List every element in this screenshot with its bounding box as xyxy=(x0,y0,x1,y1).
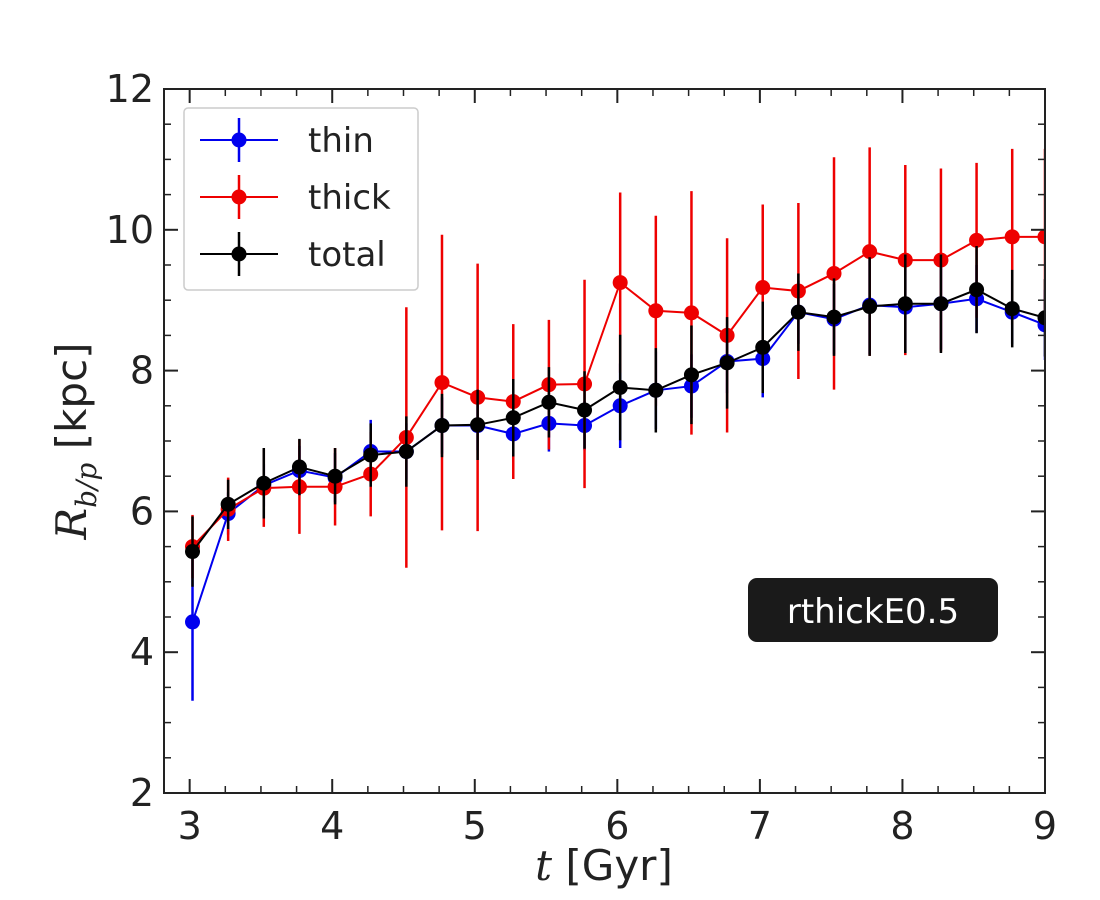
legend-marker xyxy=(231,189,247,205)
legend-box xyxy=(183,107,419,291)
chart-marks xyxy=(185,147,1045,701)
point-thick xyxy=(969,232,985,248)
legend-item-thin: thin xyxy=(200,118,374,162)
y-axis-unit: [kpc] xyxy=(47,342,96,462)
y-tick-label: 6 xyxy=(130,489,154,533)
point-total xyxy=(363,447,379,463)
y-tick-label: 12 xyxy=(106,67,154,111)
point-total xyxy=(933,296,949,312)
point-thick xyxy=(862,244,878,260)
point-total xyxy=(683,367,699,383)
point-total xyxy=(434,418,450,434)
y-axis-label: Rb/p [kpc] xyxy=(47,342,103,540)
point-total xyxy=(185,544,201,560)
line-total xyxy=(191,288,1045,553)
x-tick-label: 8 xyxy=(890,804,914,848)
point-thick xyxy=(1004,229,1020,245)
x-tick-label: 9 xyxy=(1033,804,1057,848)
axis-ticks: 3 4 5 6 7 8 9 2 4 6 8 10 12 xyxy=(106,67,1057,848)
x-tick-label: 6 xyxy=(605,804,629,848)
y-tick-label: 8 xyxy=(130,349,154,393)
point-total xyxy=(1004,301,1020,317)
point-total xyxy=(577,402,593,418)
point-total xyxy=(719,355,735,371)
line-thin xyxy=(191,297,1045,623)
point-total xyxy=(790,304,806,320)
point-thick xyxy=(612,275,628,291)
point-thin xyxy=(185,614,201,630)
y-tick-label: 2 xyxy=(130,771,154,815)
point-thick xyxy=(683,305,699,321)
x-tick-label: 4 xyxy=(320,804,344,848)
y-axis-subscript: b/p xyxy=(70,463,103,508)
point-total xyxy=(862,299,878,315)
annotation-badge: rthickE0.5 xyxy=(748,578,998,642)
point-thick xyxy=(434,375,450,391)
legend-marker xyxy=(231,132,247,148)
x-axis-variable: t xyxy=(535,841,552,890)
point-thick xyxy=(1037,229,1045,245)
y-axis-variable: R xyxy=(47,508,96,541)
point-total xyxy=(612,379,628,395)
plot-area xyxy=(185,147,1045,701)
x-tick-label: 5 xyxy=(463,804,487,848)
legend: thin thick total xyxy=(183,107,419,291)
point-total xyxy=(897,296,913,312)
x-axis-label: t [Gyr] xyxy=(535,841,673,890)
point-total xyxy=(648,382,664,398)
point-total xyxy=(220,496,236,512)
point-total xyxy=(969,282,985,298)
point-total xyxy=(327,468,343,484)
point-total xyxy=(755,339,771,355)
legend-item-total: total xyxy=(200,232,386,276)
legend-item-thick: thick xyxy=(200,175,391,219)
point-total xyxy=(470,417,486,433)
annotation-text: rthickE0.5 xyxy=(787,592,959,632)
y-tick-label: 4 xyxy=(130,630,154,674)
x-tick-label: 3 xyxy=(178,804,202,848)
point-total xyxy=(398,444,414,460)
legend-label: thick xyxy=(308,178,391,218)
x-axis-unit: [Gyr] xyxy=(552,841,673,890)
series-total xyxy=(185,245,1045,587)
x-tick-label: 7 xyxy=(748,804,772,848)
legend-label: thin xyxy=(308,121,374,161)
point-thick xyxy=(826,265,842,281)
point-total xyxy=(541,394,557,410)
y-tick-label: 10 xyxy=(106,208,154,252)
point-total xyxy=(1037,310,1045,326)
legend-label: total xyxy=(308,235,386,275)
point-thick xyxy=(648,303,664,319)
point-total xyxy=(291,459,307,475)
point-total xyxy=(256,475,272,491)
point-thick xyxy=(755,280,771,296)
point-total xyxy=(826,309,842,325)
point-total xyxy=(505,410,521,426)
legend-marker xyxy=(231,246,247,262)
